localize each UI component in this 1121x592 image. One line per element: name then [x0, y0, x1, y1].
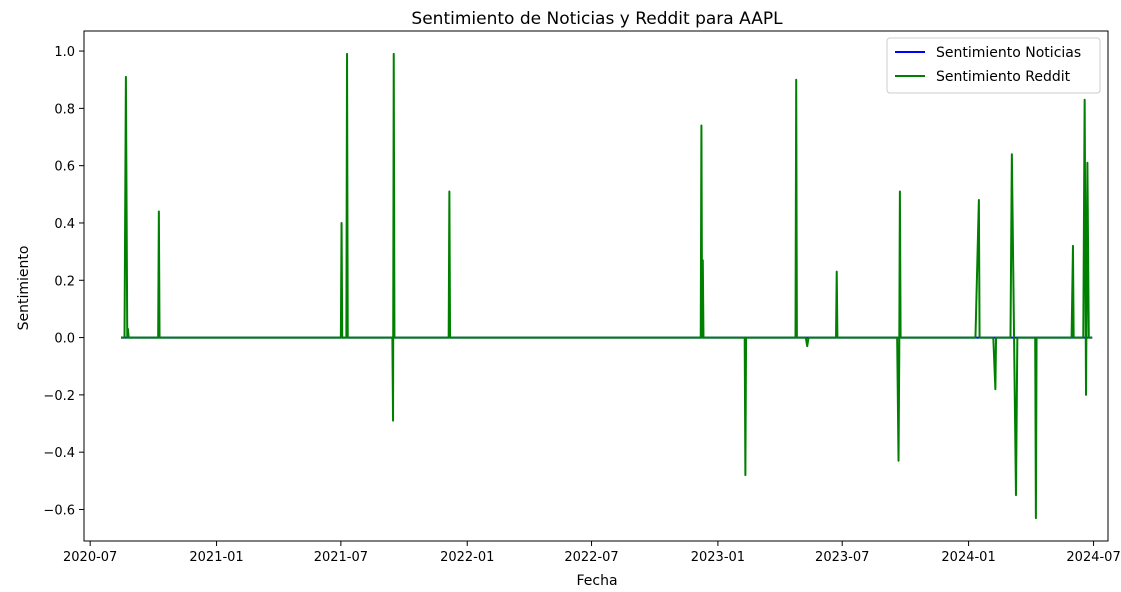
- x-axis-title: Fecha: [576, 573, 617, 589]
- y-tick-label: 0.8: [54, 102, 75, 117]
- y-tick-label: 1.0: [54, 45, 75, 60]
- x-tick-label: 2024-01: [941, 550, 995, 565]
- legend-box: [886, 37, 1101, 94]
- chart-title: Sentimiento de Noticias y Reddit para AA…: [411, 9, 783, 29]
- y-axis-title: Sentimiento: [16, 246, 32, 331]
- y-tick-label: 0.4: [54, 217, 75, 232]
- y-tick-label: −0.4: [43, 446, 75, 461]
- series-line-sentimiento-reddit: [121, 52, 1093, 520]
- legend: Sentimiento Noticias Sentimiento Reddit: [886, 37, 1101, 94]
- plot-frame: [83, 30, 1109, 542]
- y-axis-ticks: −0.6 −0.4 −0.2 0.0 0.2 0.4 0.6 0.8 1.0: [43, 45, 84, 518]
- x-tick-label: 2024-07: [1066, 550, 1120, 565]
- series-layer: [121, 52, 1093, 520]
- legend-label-noticias: Sentimiento Noticias: [936, 45, 1081, 61]
- x-tick-label: 2022-01: [440, 550, 494, 565]
- y-tick-label: 0.2: [54, 274, 75, 289]
- x-axis-ticks: 2020-07 2021-01 2021-07 2022-01 2022-07 2023-…: [63, 541, 1121, 565]
- x-tick-label: 2023-01: [691, 550, 745, 565]
- x-tick-label: 2021-01: [189, 550, 243, 565]
- y-tick-label: −0.2: [43, 389, 75, 404]
- y-tick-label: 0.6: [54, 160, 75, 175]
- y-tick-label: 0.0: [54, 332, 75, 347]
- x-tick-label: 2021-07: [314, 550, 368, 565]
- x-tick-label: 2020-07: [63, 550, 117, 565]
- y-tick-label: −0.6: [43, 503, 75, 518]
- legend-label-reddit: Sentimiento Reddit: [936, 69, 1071, 85]
- x-tick-label: 2023-07: [815, 550, 869, 565]
- x-tick-label: 2022-07: [564, 550, 618, 565]
